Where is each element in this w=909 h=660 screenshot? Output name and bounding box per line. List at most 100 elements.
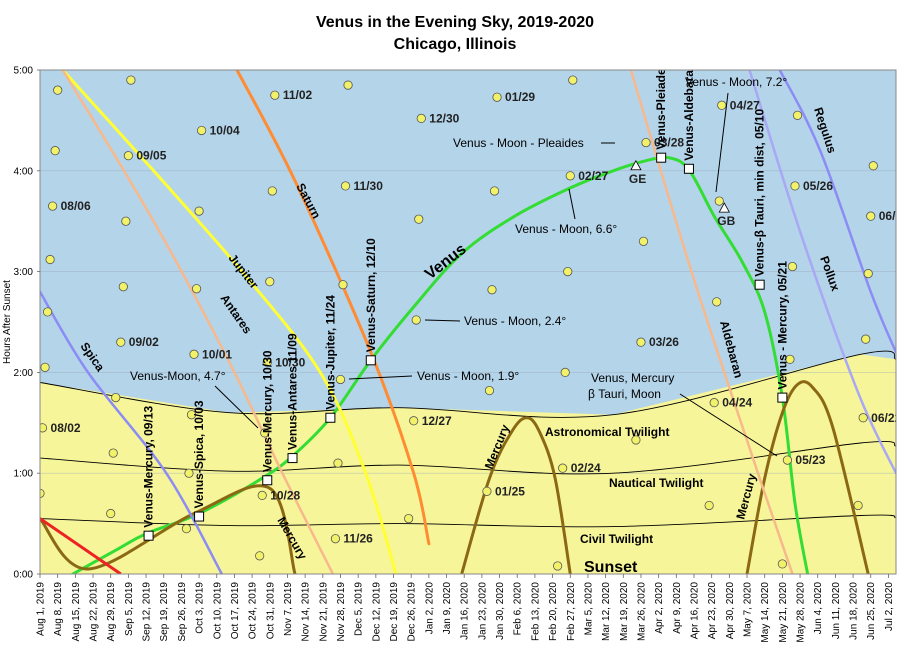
- moon-date-label: 10/04: [210, 123, 240, 137]
- x-tick-label: Feb 13, 2020: [530, 582, 541, 641]
- annotation-moon-4-7: Venus-Moon, 4.7°: [130, 369, 226, 383]
- moon-point: [50, 146, 60, 156]
- moon-point: [866, 211, 876, 221]
- moon-point: [338, 280, 348, 290]
- moon-date-label: 12/27: [422, 414, 452, 428]
- event-label: Venus-Spica, 10/03: [192, 400, 206, 508]
- annotation-moon-1-9-arrow: [348, 375, 413, 380]
- x-tick-label: Jul 2, 2020: [884, 582, 895, 631]
- moon-point: [48, 201, 58, 211]
- y-tick-label: 0:00: [14, 570, 34, 581]
- marker-symbol: [630, 159, 642, 171]
- annotation-moon-6-6: Venus - Moon, 6.6°: [515, 222, 617, 236]
- moon-point: [260, 428, 270, 438]
- annotation-moon-7-2-arrow: [715, 92, 729, 193]
- x-axis: Aug 1, 2019 Aug 8, 2019 Aug 15, 2019 Aug 22…: [36, 574, 895, 643]
- moon-point: [184, 468, 194, 478]
- twilight-lines: [40, 350, 896, 528]
- moon-point: [257, 490, 267, 500]
- event-label: Venus-Jupiter, 11/24: [323, 295, 337, 410]
- x-tick-label: Jan 9, 2020: [442, 582, 453, 635]
- moon-date-label: 04/27: [730, 98, 760, 112]
- moon-point: [553, 561, 563, 571]
- event-marker: [325, 412, 336, 423]
- plot-area: 08/02 08/06 09/02 09/05 10/01 10/04 10/28 10/30…: [40, 26, 909, 574]
- event-label: Venus - Mercury, 05/21: [775, 261, 789, 390]
- moon-point: [858, 413, 868, 423]
- moon-point: [853, 500, 863, 511]
- moon-date-label: 12/30: [429, 111, 459, 125]
- moon-point: [565, 171, 575, 181]
- event-marker: [287, 453, 298, 464]
- x-tick-label: Dec 12, 2019: [371, 582, 382, 642]
- x-tick-label: Apr 30, 2020: [725, 582, 736, 640]
- moon-point: [111, 392, 121, 403]
- moon-date-label: 06/25: [879, 209, 909, 223]
- moon-point: [330, 534, 341, 544]
- annotation-moon-6-6-arrow: [568, 188, 576, 220]
- series-line-mercury: [745, 380, 870, 574]
- moon-date-label: 08/06: [61, 199, 91, 213]
- event-marker: [754, 279, 765, 290]
- moon-point: [790, 181, 800, 191]
- x-tick-label: Jan 16, 2020: [460, 582, 471, 640]
- moon-point: [777, 559, 787, 569]
- moon-point: [191, 284, 202, 294]
- annotation-venus-mercury: Venus, Mercury: [591, 371, 674, 385]
- moon-date-label: 11/02: [283, 88, 313, 102]
- x-tick-label: Sep 19, 2019: [159, 582, 170, 642]
- moon-point: [868, 161, 878, 171]
- y-tick-label: 5:00: [14, 66, 34, 77]
- x-tick-label: Aug 22, 2019: [89, 582, 100, 642]
- moon-point: [787, 261, 798, 272]
- moon-point: [487, 285, 497, 295]
- moon-point: [861, 334, 871, 344]
- event-label: Venus-Antares 11/09: [286, 333, 300, 450]
- moon-date-label: 10/30: [275, 355, 305, 369]
- moon-point: [416, 113, 426, 123]
- moon-point: [255, 551, 265, 561]
- x-tick-label: Feb 27, 2020: [566, 582, 577, 641]
- moon-date-label: 05/26: [803, 179, 833, 193]
- twilight-line: [40, 441, 896, 475]
- annotation-moon-1-9: Venus - Moon, 1.9°: [417, 369, 519, 383]
- x-tick-label: May 7, 2020: [743, 582, 754, 637]
- moon-point: [40, 488, 45, 498]
- x-tick-label: Mar 12, 2020: [601, 582, 612, 641]
- series-line-spica: [40, 290, 224, 574]
- y-tick-label: 4:00: [14, 166, 34, 177]
- annotation-pleiades: Venus - Moon - Pleaides: [453, 136, 584, 150]
- moon-point: [558, 463, 568, 473]
- x-tick-label: May 28, 2020: [796, 582, 807, 643]
- x-tick-label: Nov 7, 2019: [283, 582, 294, 636]
- moon-point: [482, 486, 492, 496]
- x-tick-label: Jun 25, 2020: [866, 582, 877, 640]
- x-tick-label: Apr 9, 2020: [672, 582, 683, 634]
- moon-date-label: 03/26: [649, 335, 679, 349]
- moon-point: [568, 75, 578, 85]
- x-tick-label: Jun 11, 2020: [831, 582, 842, 640]
- moon-point: [108, 448, 118, 458]
- moon-points: 08/02 08/06 09/02 09/05 10/01 10/04 10/28 10/30…: [40, 75, 909, 571]
- moon-date-label: 11/26: [343, 532, 373, 546]
- moon-point: [631, 435, 641, 445]
- x-tick-label: Jun 4, 2020: [813, 582, 824, 635]
- body-lines: [40, 70, 896, 574]
- event-marker: [262, 475, 273, 486]
- moon-point: [189, 349, 199, 359]
- chart-title: Venus in the Evening Sky, 2019-2020: [316, 14, 594, 31]
- x-tick-label: Aug 1, 2019: [36, 582, 47, 636]
- event-label: Venus-Aldebaran, 04/14: [682, 26, 696, 161]
- x-tick-label: Feb 6, 2020: [513, 582, 524, 636]
- x-tick-label: Dec 26, 2019: [407, 582, 418, 642]
- x-tick-label: Mar 26, 2020: [637, 582, 648, 641]
- moon-date-label: 06/22: [871, 411, 901, 425]
- moon-date-label: 11/30: [354, 179, 384, 193]
- x-tick-label: Jan 30, 2020: [495, 582, 506, 640]
- x-tick-label: Oct 3, 2019: [195, 582, 206, 634]
- marker-symbol: [718, 202, 730, 213]
- series-line-jupiter: [61, 70, 398, 574]
- moon-point: [40, 423, 48, 433]
- moon-point: [704, 500, 714, 511]
- series-line-mercury: [460, 416, 572, 574]
